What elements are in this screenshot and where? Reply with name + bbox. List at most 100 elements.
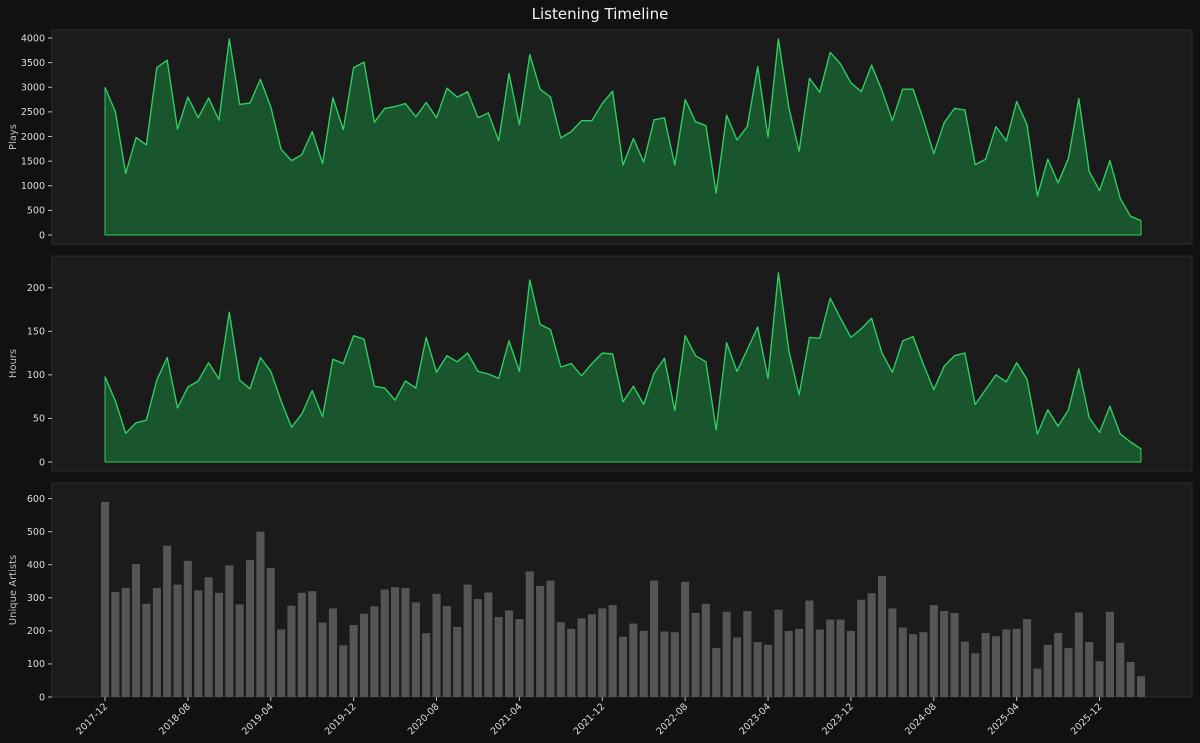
series-line bbox=[104, 38, 1142, 222]
bar bbox=[318, 622, 327, 697]
bar bbox=[929, 605, 938, 697]
x-tick-label: 2024-08 bbox=[903, 701, 939, 737]
bar bbox=[712, 648, 721, 697]
series-line bbox=[104, 272, 1142, 450]
bar bbox=[225, 565, 234, 697]
bar bbox=[846, 630, 855, 697]
y-tick-label: 1500 bbox=[21, 156, 45, 167]
bar bbox=[567, 628, 576, 697]
bar bbox=[121, 587, 130, 697]
bar bbox=[256, 531, 265, 697]
y-tick-label: 1000 bbox=[21, 181, 45, 192]
bar bbox=[1054, 632, 1063, 697]
bar bbox=[608, 605, 617, 697]
bar bbox=[784, 630, 793, 697]
chart-title: Listening Timeline bbox=[532, 5, 669, 23]
x-tick-label: 2023-04 bbox=[737, 701, 773, 737]
y-tick-label: 2500 bbox=[21, 107, 45, 118]
bar bbox=[494, 617, 503, 697]
bar bbox=[1033, 668, 1042, 697]
bar bbox=[805, 600, 814, 697]
bar bbox=[556, 622, 565, 697]
bar bbox=[442, 606, 451, 697]
y-tick-label: 4000 bbox=[21, 33, 45, 44]
bar bbox=[132, 564, 141, 697]
bar bbox=[235, 604, 244, 697]
bar bbox=[1012, 628, 1021, 697]
y-tick-label: 3000 bbox=[21, 83, 45, 94]
x-tick-label: 2021-04 bbox=[489, 701, 525, 737]
y-tick-label: 100 bbox=[27, 659, 45, 670]
bar bbox=[960, 641, 969, 697]
bar bbox=[619, 636, 628, 697]
bar bbox=[753, 642, 762, 697]
bar bbox=[826, 619, 835, 697]
y-tick-label: 300 bbox=[27, 593, 45, 604]
bar bbox=[1064, 648, 1073, 697]
bar bbox=[515, 619, 524, 697]
y-tick-label: 600 bbox=[27, 494, 45, 505]
bar bbox=[422, 633, 431, 697]
bar bbox=[173, 584, 182, 697]
bar bbox=[246, 560, 255, 697]
bar bbox=[587, 614, 596, 697]
bar bbox=[142, 603, 151, 697]
bar bbox=[639, 630, 648, 697]
bar bbox=[453, 626, 462, 697]
bar bbox=[867, 593, 876, 697]
bar bbox=[898, 627, 907, 697]
bar bbox=[950, 613, 959, 697]
bar bbox=[701, 603, 710, 697]
bar bbox=[432, 593, 441, 697]
y-tick-label: 400 bbox=[27, 560, 45, 571]
bar bbox=[183, 560, 192, 697]
x-tick-label: 2025-04 bbox=[986, 701, 1022, 737]
bar bbox=[878, 576, 887, 697]
y-tick-label: 0 bbox=[39, 230, 45, 241]
bar bbox=[691, 613, 700, 697]
bar bbox=[1105, 611, 1114, 697]
bar bbox=[1126, 662, 1135, 697]
bar bbox=[650, 580, 659, 697]
bar bbox=[670, 632, 679, 697]
y-tick-label: 0 bbox=[39, 457, 45, 468]
bar bbox=[401, 587, 410, 697]
bar bbox=[971, 653, 980, 697]
bar bbox=[380, 589, 389, 697]
bar bbox=[194, 590, 203, 697]
bar bbox=[370, 606, 379, 697]
x-tick-label: 2020-08 bbox=[406, 701, 442, 737]
bar bbox=[463, 584, 472, 697]
y-tick-label: 200 bbox=[27, 283, 45, 294]
bar bbox=[111, 591, 120, 697]
bar bbox=[308, 591, 317, 697]
x-tick-label: 2018-08 bbox=[157, 701, 193, 737]
bar bbox=[940, 611, 949, 697]
bar bbox=[1023, 619, 1032, 697]
bar bbox=[349, 624, 358, 697]
bar bbox=[795, 628, 804, 697]
y-axis-label: Plays bbox=[8, 124, 19, 150]
x-tick-label: 2019-04 bbox=[240, 701, 276, 737]
bar bbox=[287, 605, 296, 697]
bar bbox=[836, 619, 845, 697]
bar bbox=[722, 611, 731, 697]
bar bbox=[660, 631, 669, 697]
bar bbox=[360, 613, 369, 697]
bar bbox=[152, 587, 161, 697]
bar bbox=[815, 629, 824, 697]
bar bbox=[204, 577, 213, 697]
y-tick-label: 200 bbox=[27, 626, 45, 637]
y-tick-label: 2000 bbox=[21, 132, 45, 143]
bar bbox=[598, 608, 607, 697]
x-tick-label: 2017-12 bbox=[74, 701, 110, 737]
bar bbox=[1002, 629, 1011, 697]
bar bbox=[328, 608, 337, 697]
bar bbox=[339, 645, 348, 697]
y-axis-label: Unique Artists bbox=[8, 555, 19, 625]
area-fill bbox=[105, 39, 1141, 235]
y-tick-label: 100 bbox=[27, 370, 45, 381]
bar bbox=[277, 629, 286, 697]
y-tick-label: 500 bbox=[27, 527, 45, 538]
